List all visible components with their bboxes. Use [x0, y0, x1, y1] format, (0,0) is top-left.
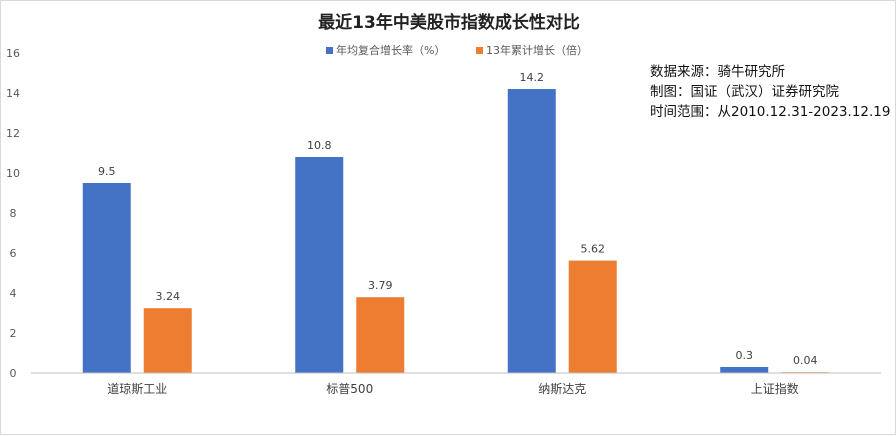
y-tick-label: 14 — [6, 87, 20, 100]
x-category-label: 标普500 — [326, 382, 373, 396]
y-tick-label: 8 — [10, 207, 17, 220]
y-tick-label: 2 — [10, 327, 17, 340]
source-notes: 数据来源：骑牛研究所制图：国证（武汉）证券研究院时间范围：从2010.12.31… — [650, 64, 890, 120]
bar-cumulative — [143, 308, 192, 373]
legend: 年均复合增长率（%） 13年累计增长（倍） — [326, 43, 588, 57]
legend-label: 13年累计增长（倍） — [486, 43, 588, 57]
data-label: 3.24 — [156, 290, 181, 303]
bars: 9.5 3.24 10.8 3.79 14.2 5.62 0.3 0.04 — [82, 71, 830, 373]
y-tick-label: 4 — [10, 287, 17, 300]
data-label: 3.79 — [368, 279, 393, 292]
chart-title: 最近13年中美股市指数成长性对比 — [318, 12, 580, 33]
x-category-label: 道琼斯工业 — [107, 381, 167, 396]
bar-cagr — [720, 367, 769, 373]
y-tick-label: 10 — [6, 167, 20, 180]
source-note: 数据来源：骑牛研究所 — [650, 64, 785, 80]
y-axis: 0 2 4 6 8 10 12 14 16 — [6, 47, 20, 380]
x-category-label: 纳斯达克 — [538, 382, 586, 396]
bar-cagr — [295, 157, 344, 373]
bar-cumulative — [568, 260, 617, 373]
data-label: 10.8 — [307, 139, 332, 152]
y-tick-label: 6 — [10, 247, 17, 260]
bar-cumulative — [356, 297, 405, 373]
legend-label: 年均复合增长率（%） — [336, 43, 445, 57]
bar-cagr — [82, 183, 131, 373]
source-note: 时间范围：从2010.12.31-2023.12.19 — [650, 104, 890, 120]
y-tick-label: 12 — [6, 127, 20, 140]
data-label: 0.04 — [793, 354, 818, 367]
data-label: 0.3 — [736, 349, 754, 362]
legend-swatch — [326, 47, 333, 54]
data-label: 9.5 — [98, 165, 116, 178]
source-note: 制图：国证（武汉）证券研究院 — [650, 84, 839, 100]
y-tick-label: 16 — [6, 47, 20, 60]
data-label: 14.2 — [520, 71, 545, 84]
x-category-label: 上证指数 — [751, 381, 799, 396]
x-axis: 道琼斯工业 标普500 纳斯达克 上证指数 — [31, 372, 881, 396]
y-tick-label: 0 — [10, 367, 17, 380]
bar-cagr — [507, 89, 556, 373]
data-label: 5.62 — [581, 243, 606, 256]
legend-swatch — [476, 47, 483, 54]
